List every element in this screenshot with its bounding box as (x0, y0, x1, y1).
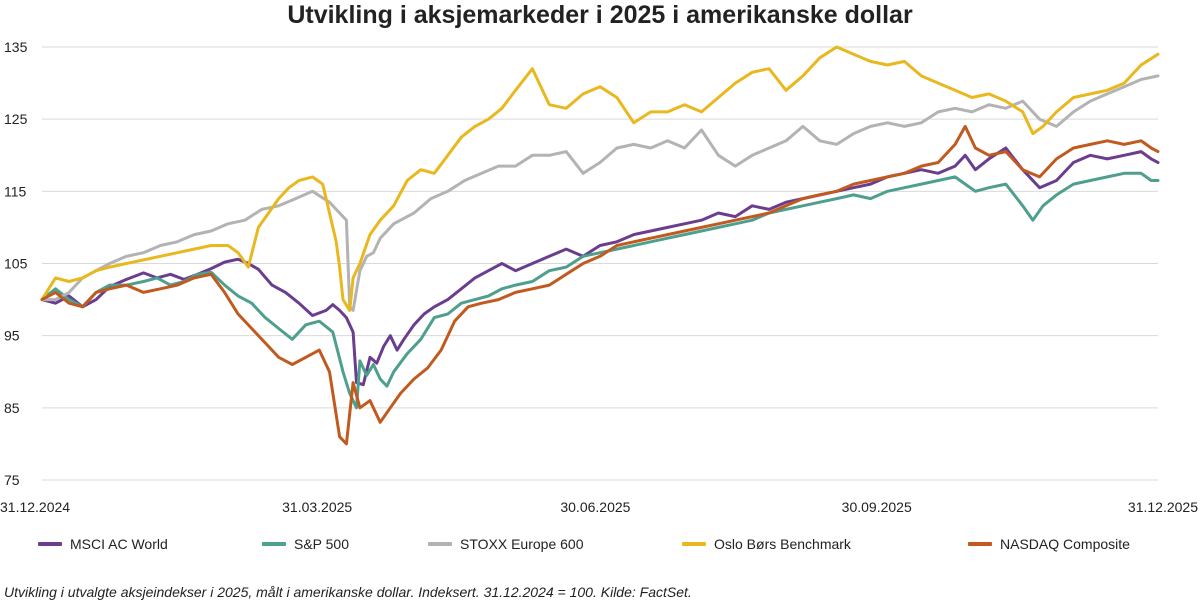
series-line-oslo-b-rs-benchmark (40, 45, 1160, 312)
chart-caption: Utvikling i utvalgte aksjeindekser i 202… (4, 584, 692, 600)
legend-label: STOXX Europe 600 (460, 536, 584, 552)
legend-swatch (968, 542, 992, 546)
chart-title: Utvikling i aksjemarkeder i 2025 i ameri… (287, 1, 913, 29)
legend-label: NASDAQ Composite (1000, 536, 1130, 552)
y-tick-label: 85 (4, 400, 20, 416)
series-line-s-p-500 (40, 171, 1160, 410)
legend-item: NASDAQ Composite (968, 536, 1130, 552)
series-line-msci-ac-world (40, 146, 1160, 387)
series-line-stoxx-europe-600 (40, 74, 1160, 312)
legend-label: S&P 500 (294, 536, 350, 552)
legend-item: STOXX Europe 600 (428, 536, 583, 552)
legend-item: Oslo Børs Benchmark (682, 536, 851, 552)
legend-item: S&P 500 (262, 536, 349, 552)
x-tick-label: 31.12.2025 (1128, 499, 1198, 515)
legend-swatch (682, 542, 706, 546)
legend-swatch (428, 542, 452, 546)
legend-label: MSCI AC World (70, 536, 168, 552)
y-tick-label: 135 (4, 39, 28, 55)
x-tick-label: 31.12.2024 (0, 499, 70, 515)
series-lines (40, 45, 1160, 446)
grid-lines (42, 46, 1158, 481)
legend: MSCI AC World S&P 500 STOXX Europe 600 Oslo… (0, 536, 1200, 562)
series-line-nasdaq-composite (40, 124, 1160, 446)
y-axis-ticks: 75 85 95 105 115 125 135 (4, 39, 28, 488)
legend-swatch (262, 542, 286, 546)
y-tick-label: 125 (4, 111, 28, 127)
y-tick-label: 75 (4, 472, 20, 488)
legend-label: Oslo Børs Benchmark (714, 536, 851, 552)
legend-swatch (38, 542, 62, 546)
x-axis-ticks: 31.12.2024 31.03.2025 30.06.2025 30.09.2025… (0, 499, 1198, 515)
y-tick-label: 95 (4, 328, 20, 344)
y-tick-label: 105 (4, 256, 28, 272)
x-tick-label: 30.06.2025 (560, 499, 630, 515)
legend-item: MSCI AC World (38, 536, 168, 552)
y-tick-label: 115 (4, 183, 27, 199)
x-tick-label: 31.03.2025 (282, 499, 352, 515)
x-tick-label: 30.09.2025 (842, 499, 912, 515)
